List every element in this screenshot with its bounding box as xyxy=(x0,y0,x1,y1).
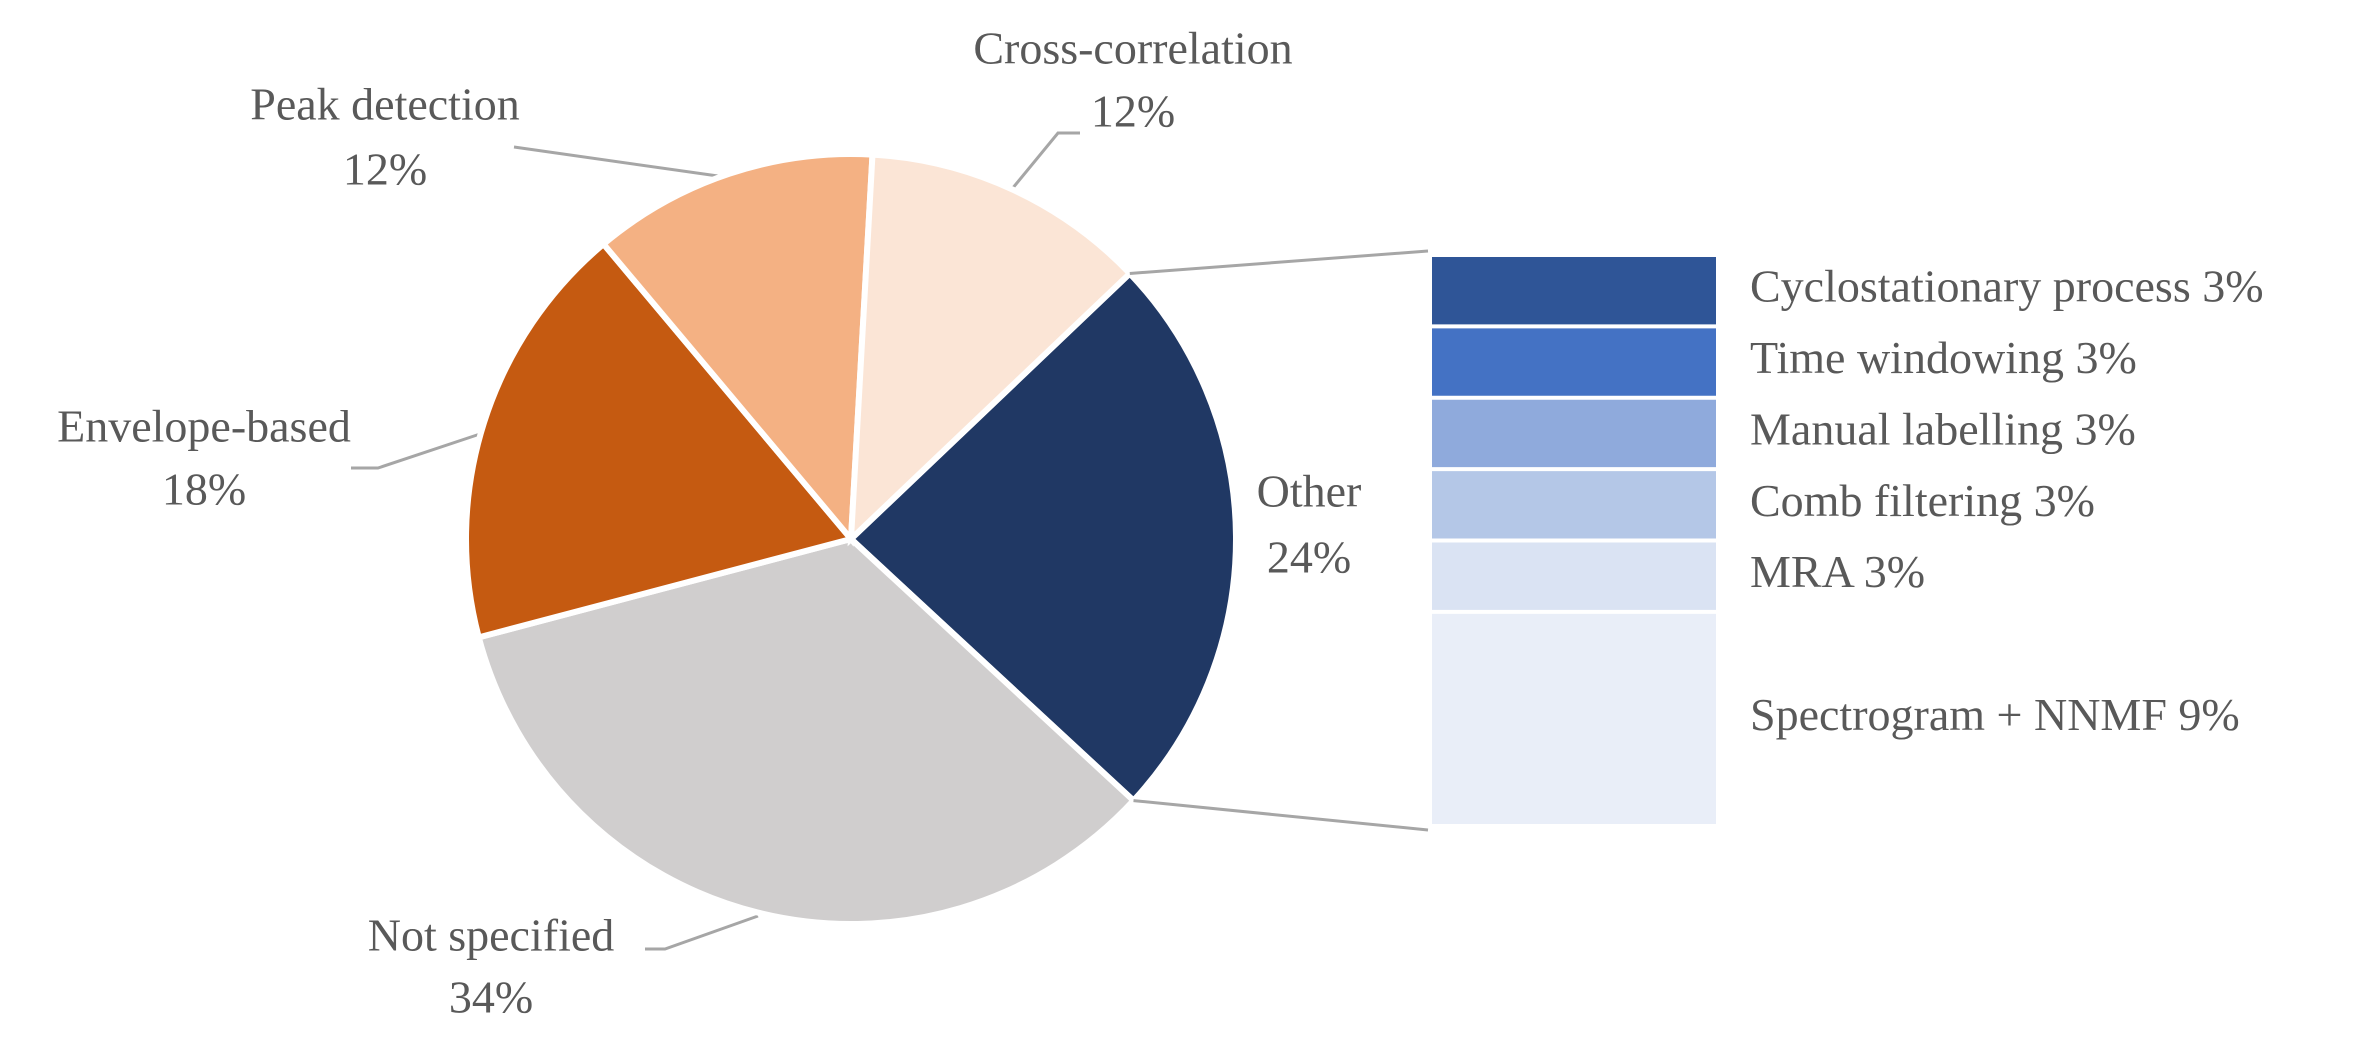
bar-segment xyxy=(1432,257,1716,325)
leader-line xyxy=(351,432,481,470)
bar-label: Spectrogram + NNMF 9% xyxy=(1750,689,2240,740)
bar-category-label: Cyclostationary process xyxy=(1750,260,2191,311)
bar-value-label: 3% xyxy=(2074,403,2135,454)
slice-value-label: 24% xyxy=(1267,532,1351,583)
connector-line xyxy=(1129,249,1429,275)
bar-label: Comb filtering 3% xyxy=(1750,474,2095,525)
bar-segment xyxy=(1432,542,1716,610)
bar-value-label: 9% xyxy=(2178,689,2239,740)
bar-segment xyxy=(1432,328,1716,396)
slice-label: Not specified xyxy=(368,910,615,961)
leader-lines xyxy=(351,131,1080,951)
bar-label: MRA 3% xyxy=(1750,546,1925,597)
connector-line xyxy=(1133,799,1429,832)
pie-slice xyxy=(599,151,876,547)
bar-category-label: Manual labelling xyxy=(1750,403,2063,454)
slice-value-label: 34% xyxy=(449,972,533,1023)
bar-category-label: Spectrogram + NNMF xyxy=(1750,689,2167,740)
pie-slice xyxy=(475,535,1138,927)
pie-slice xyxy=(463,239,857,642)
slice-value-label: 12% xyxy=(343,144,427,195)
bar-category-label: MRA xyxy=(1750,546,1855,597)
slice-label: Cross-correlation xyxy=(973,23,1292,74)
bar-segment xyxy=(1432,399,1716,468)
slice-label: Other xyxy=(1257,466,1362,517)
bar-value-label: 3% xyxy=(2075,332,2136,383)
leader-line xyxy=(645,914,759,951)
slice-label: Envelope-based xyxy=(57,401,351,452)
bar-value-label: 3% xyxy=(1864,546,1925,597)
bar-category-label: Time windowing xyxy=(1750,332,2064,383)
bar-label: Cyclostationary process 3% xyxy=(1750,260,2264,311)
leader-line xyxy=(1010,131,1080,190)
bar-value-label: 3% xyxy=(2202,260,2263,311)
leader-line xyxy=(513,145,726,179)
pie-slice xyxy=(847,151,1135,547)
slice-value-label: 18% xyxy=(162,464,246,515)
bar-label: Manual labelling 3% xyxy=(1750,403,2136,454)
bar-segment xyxy=(1432,471,1716,539)
pie-slice xyxy=(846,269,1239,805)
bar-label: Time windowing 3% xyxy=(1750,332,2137,383)
bar-category-label: Comb filtering xyxy=(1750,474,2022,525)
bar-segment xyxy=(1432,613,1716,824)
slice-label: Peak detection xyxy=(250,79,520,130)
slice-value-label: 12% xyxy=(1091,86,1175,137)
bar-value-label: 3% xyxy=(2034,474,2095,525)
